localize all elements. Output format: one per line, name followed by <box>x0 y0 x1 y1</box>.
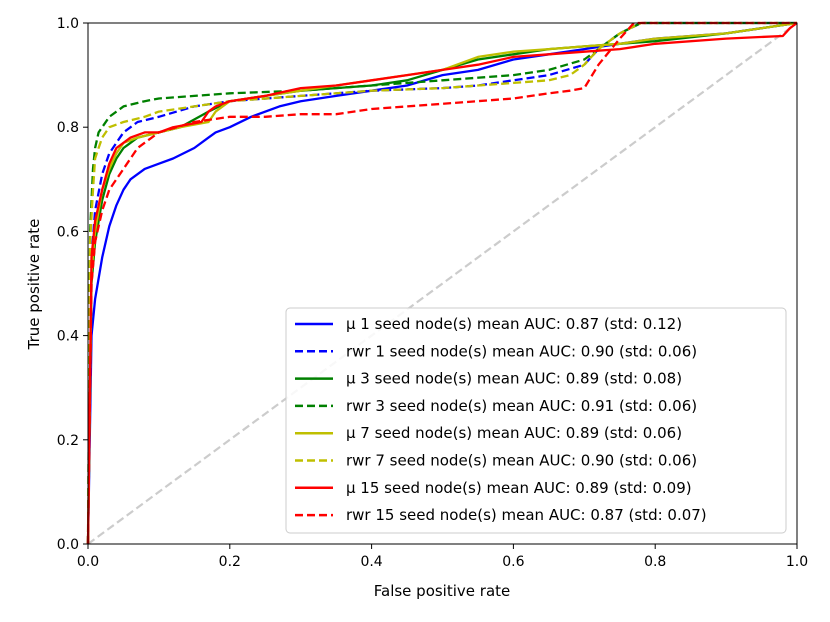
legend-label-6: rwr 7 seed node(s) mean AUC: 0.90 (std: … <box>346 452 697 470</box>
series-line-8 <box>86 21 797 545</box>
legend-label-1: μ 1 seed node(s) mean AUC: 0.87 (std: 0.… <box>346 315 682 333</box>
legend: μ 1 seed node(s) mean AUC: 0.87 (std: 0.… <box>285 307 787 534</box>
x-tick-label: 0.4 <box>360 554 382 570</box>
series-line-7 <box>86 22 798 545</box>
y-axis-ticks: 0.0 0.2 0.4 0.6 0.8 1.0 <box>57 16 88 553</box>
y-tick-label: 0.4 <box>57 329 79 345</box>
y-axis-label: True positive rate <box>25 219 43 351</box>
plot-frame <box>87 22 798 545</box>
legend-label-3: μ 3 seed node(s) mean AUC: 0.89 (std: 0.… <box>346 370 682 388</box>
legend-label-8: rwr 15 seed node(s) mean AUC: 0.87 (std:… <box>346 506 707 524</box>
y-tick-label: 0.2 <box>57 433 79 449</box>
y-tick-label: 0.0 <box>57 537 79 553</box>
plot-curves <box>86 21 798 545</box>
x-axis-ticks: 0.0 0.2 0.4 0.6 0.8 1.0 <box>77 544 808 570</box>
legend-label-7: μ 15 seed node(s) mean AUC: 0.89 (std: 0… <box>346 479 692 497</box>
legend-label-4: rwr 3 seed node(s) mean AUC: 0.91 (std: … <box>346 397 697 415</box>
diagonal-reference-line <box>87 22 798 545</box>
x-axis-label: False positive rate <box>374 582 511 600</box>
series-line-6 <box>86 21 797 545</box>
x-tick-label: 1.0 <box>786 554 808 570</box>
x-tick-label: 0.2 <box>219 554 241 570</box>
legend-label-2: rwr 1 seed node(s) mean AUC: 0.90 (std: … <box>346 342 697 360</box>
x-tick-label: 0.0 <box>77 554 99 570</box>
legend-box <box>285 307 787 534</box>
y-tick-label: 0.8 <box>57 120 79 136</box>
legend-label-5: μ 7 seed node(s) mean AUC: 0.89 (std: 0.… <box>346 424 682 442</box>
x-tick-label: 0.6 <box>502 554 524 570</box>
x-tick-label: 0.8 <box>644 554 666 570</box>
y-tick-label: 0.6 <box>57 224 79 240</box>
y-tick-label: 1.0 <box>57 16 79 32</box>
